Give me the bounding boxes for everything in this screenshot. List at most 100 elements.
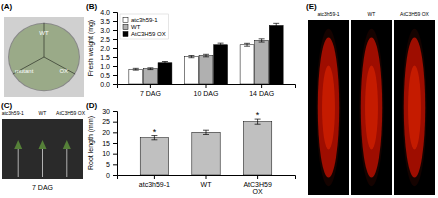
x-tick: atc3h59-1 — [139, 175, 170, 188]
bar — [214, 45, 228, 84]
y-tick-mark — [113, 154, 117, 155]
plate-divider — [13, 57, 44, 74]
annotation: WT — [39, 30, 49, 36]
x-axis: 7 DAG 10 DAG 14 DAG — [118, 84, 296, 97]
photo-background — [4, 17, 84, 97]
y-tick: 0.0 — [100, 81, 117, 88]
plate-rim — [8, 23, 80, 91]
photo-background — [351, 20, 392, 195]
x-tick-label: 7 DAG — [140, 90, 161, 97]
panel: 051015202530atc3h59-1WTAtC3H59OXRoot len… — [86, 101, 296, 195]
error-bar — [259, 39, 265, 42]
fluorescence — [404, 38, 426, 178]
y-tick: 5 — [106, 161, 117, 168]
x-axis-line — [118, 85, 296, 89]
fluorescence-core — [322, 66, 335, 150]
y-tick: 20 — [102, 129, 117, 136]
y-tick-label: 2.5 — [100, 36, 110, 43]
panel-label: (C) — [1, 101, 12, 110]
seedling — [14, 140, 22, 149]
error-bar — [244, 43, 250, 46]
x-tick-label: AtC3H59OX — [243, 181, 272, 195]
figure: WTmutantOX(A)0.00.51.01.52.02.53.03.54.0… — [0, 0, 438, 198]
y-tick: 2.5 — [100, 36, 117, 43]
x-axis: atc3h59-1WTAtC3H59OX — [118, 175, 296, 195]
bar — [243, 122, 271, 175]
y-tick-label: 3.0 — [100, 27, 110, 34]
y-tick-label: 3.5 — [100, 18, 110, 25]
fluorescence-glow — [359, 29, 383, 187]
photo-background — [308, 20, 349, 195]
y-tick: 30 — [102, 108, 117, 115]
y-tick-mark — [113, 143, 117, 144]
y-tick-label: 10 — [102, 150, 110, 157]
legend-label: WT — [131, 24, 141, 30]
legend-item: WT — [123, 24, 141, 30]
x-axis-line — [118, 176, 296, 180]
error-bar — [147, 68, 153, 70]
bar — [140, 138, 168, 175]
annotation: OX — [59, 68, 68, 74]
y-tick-mark — [113, 84, 117, 85]
y-tick: 0.5 — [100, 72, 117, 79]
annotation: atc3h59-1 — [317, 11, 339, 17]
error-bar — [218, 43, 224, 46]
fluorescence-glow — [402, 29, 426, 187]
y-tick-mark — [113, 48, 117, 49]
y-tick-label: 4.0 — [100, 9, 110, 16]
annotation: WT — [39, 110, 47, 116]
annotation: mutant — [15, 68, 34, 74]
y-tick-label: 1.0 — [100, 63, 110, 70]
y-tick-mark — [113, 111, 117, 112]
panel: WTmutantOX(A) — [1, 2, 84, 97]
y-tick: 1.0 — [100, 63, 117, 70]
legend-item: AtC3H59 OX — [123, 31, 166, 37]
annotation: AtC3H59 OX — [400, 11, 430, 17]
y-tick: 3.0 — [100, 27, 117, 34]
error-bar — [162, 62, 168, 65]
photo-background — [2, 119, 83, 179]
y-axis: 0.00.51.01.52.02.53.03.54.0 — [100, 9, 117, 88]
legend: atc3h59-1WTAtC3H59 OX — [120, 14, 169, 39]
y-tick: 10 — [102, 150, 117, 157]
y-axis-line — [113, 112, 118, 176]
error-bar — [133, 68, 139, 70]
x-tick-mark — [206, 84, 207, 88]
seedling — [63, 140, 71, 149]
x-tick-mark — [257, 175, 258, 179]
legend-swatch — [123, 25, 128, 30]
x-tick-label: atc3h59-1 — [139, 181, 170, 188]
y-tick-mark — [113, 12, 117, 13]
y-tick-label: 0.0 — [100, 81, 110, 88]
x-tick-label-line: AtC3H59 — [243, 181, 272, 188]
y-tick-label: 20 — [102, 129, 110, 136]
plate-divider — [44, 23, 45, 57]
y-tick-label: 0 — [106, 172, 110, 179]
annotation: * — [153, 127, 157, 137]
y-tick-mark — [113, 75, 117, 76]
bar — [184, 57, 198, 84]
panel: atc3h59-1 WT AtC3H59 OX 7 DAG (C) — [1, 101, 86, 191]
y-tick-mark — [113, 132, 117, 133]
annotation: AtC3H59 OX — [56, 110, 86, 116]
y-tick: 3.5 — [100, 18, 117, 25]
root — [42, 149, 43, 177]
y-tick-mark — [113, 39, 117, 40]
annotation: * — [256, 110, 260, 120]
legend-box — [120, 14, 169, 39]
legend-label: atc3h59-1 — [131, 17, 158, 23]
x-tick: 10 DAG — [194, 84, 219, 97]
x-tick: 7 DAG — [140, 84, 161, 97]
y-tick-mark — [113, 57, 117, 58]
error-bar — [203, 54, 209, 57]
x-tick-label: 14 DAG — [249, 90, 274, 97]
y-tick-mark — [113, 66, 117, 67]
x-axis-title: 7 DAG — [32, 184, 53, 191]
y-axis: 051015202530 — [102, 108, 117, 179]
annotation: atc3h59-1 — [2, 110, 24, 116]
x-tick: 14 DAG — [249, 84, 274, 97]
y-axis-title: Fresh weight (mg) — [87, 20, 95, 76]
y-tick-mark — [113, 30, 117, 31]
root — [66, 149, 67, 177]
panel-label: (D) — [86, 101, 97, 110]
